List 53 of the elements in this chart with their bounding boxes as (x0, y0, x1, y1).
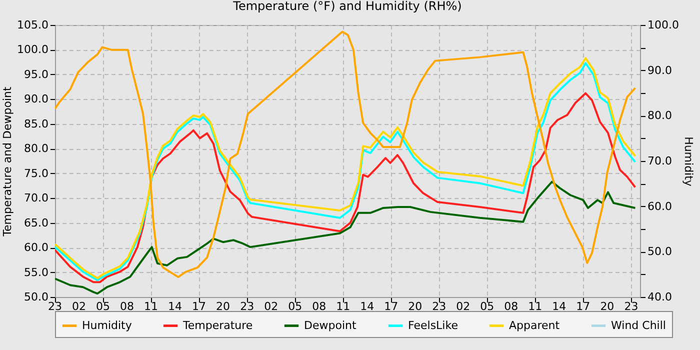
legend-label: Humidity (82, 318, 132, 332)
x-tick-label: 23 (48, 300, 62, 313)
legend-label: Dewpoint (304, 318, 357, 332)
x-tick-label: 23 (432, 300, 446, 313)
legend-label: Wind Chill (611, 318, 666, 332)
y2-tick-label: 50.0 (648, 245, 672, 258)
y-tick-label: 65.0 (24, 216, 48, 230)
x-tick-label: 02 (456, 300, 470, 313)
y-tick-label: 90.0 (24, 92, 48, 106)
x-tick-label: 17 (192, 300, 206, 313)
x-tick-label: 14 (552, 300, 566, 313)
x-tick-label: 14 (168, 300, 182, 313)
x-tick-label: 08 (312, 300, 326, 313)
x-tick-label: 14 (360, 300, 374, 313)
x-tick-label: 08 (504, 300, 518, 313)
x-tick-label: 11 (528, 300, 542, 313)
y-axis-title: Temperature and Dewpoint (1, 86, 14, 238)
x-tick-label: 05 (96, 300, 110, 313)
y2-axis-title: Humidity (682, 136, 695, 187)
chart-title: Temperature (°F) and Humidity (RH%) (232, 0, 462, 13)
y-tick-label: 95.0 (24, 68, 48, 81)
y-tick-label: 80.0 (24, 142, 48, 156)
y2-tick-label: 60.0 (648, 200, 672, 213)
x-tick-label: 02 (72, 300, 86, 313)
y-tick-label: 100.0 (17, 43, 48, 56)
y-tick-label: 50.0 (24, 290, 48, 304)
y-tick-label: 70.0 (24, 192, 48, 205)
x-tick-label: 17 (384, 300, 398, 313)
x-tick-label: 20 (408, 300, 422, 313)
legend-label: Apparent (509, 318, 560, 332)
y-tick-label: 105.0 (17, 18, 48, 32)
y2-tick-label: 100.0 (648, 18, 679, 32)
x-tick-label: 23 (240, 300, 254, 313)
x-tick-label: 05 (288, 300, 302, 313)
x-tick-label: 11 (144, 300, 158, 313)
x-tick-label: 02 (264, 300, 278, 313)
x-tick-label: 23 (624, 300, 638, 313)
legend-label: FeelsLike (408, 318, 458, 332)
x-tick-label: 17 (576, 300, 590, 313)
y-tick-label: 55.0 (24, 266, 48, 279)
y-tick-label: 60.0 (24, 241, 48, 254)
legend-label: Temperature (182, 318, 253, 332)
y2-tick-label: 90.0 (648, 64, 672, 77)
x-tick-label: 05 (480, 300, 494, 313)
x-tick-label: 11 (336, 300, 350, 313)
y2-tick-label: 40.0 (648, 290, 672, 304)
y-tick-label: 85.0 (24, 117, 48, 130)
y-tick-label: 75.0 (24, 166, 48, 180)
x-tick-label: 20 (216, 300, 230, 313)
x-tick-label: 08 (120, 300, 134, 313)
y2-tick-label: 70.0 (648, 154, 672, 168)
x-tick-label: 20 (600, 300, 614, 313)
y2-tick-label: 80.0 (648, 109, 672, 122)
